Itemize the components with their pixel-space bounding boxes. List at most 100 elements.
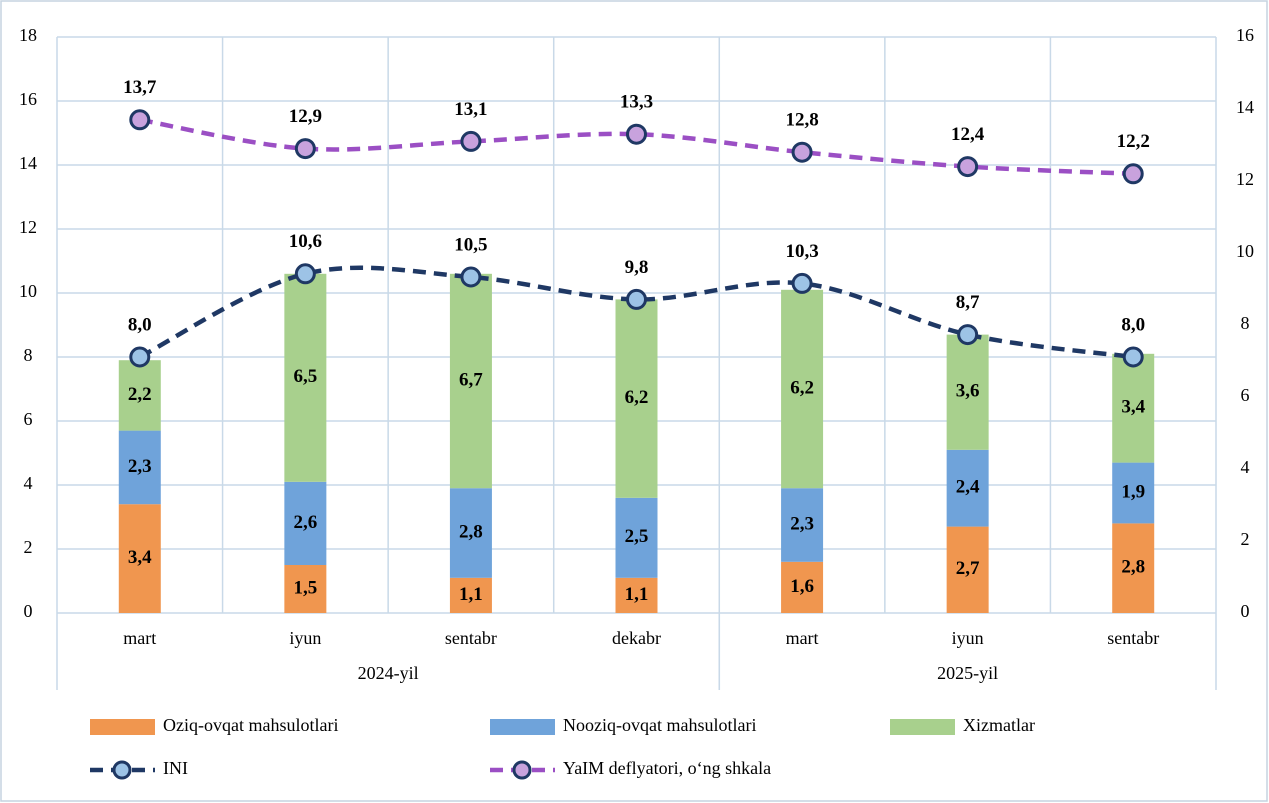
y-tick-label: 2: [24, 537, 33, 557]
bar-segment: [946, 334, 989, 450]
bar-label: 1,9: [1121, 481, 1145, 502]
y-tick-label: 0: [24, 601, 33, 621]
bar-label: 2,7: [956, 558, 980, 579]
line-marker: [460, 266, 482, 288]
line-marker: [129, 109, 151, 131]
line-marker: [294, 263, 316, 285]
line-label: 12,2: [1117, 131, 1150, 152]
y2-tick-label: 6: [1241, 385, 1250, 405]
group-label: 2024-yil: [358, 663, 419, 683]
line-marker: [957, 156, 979, 178]
bar-label: 6,5: [293, 366, 317, 387]
x-tick-label: iyun: [289, 628, 321, 648]
bar-label: 2,8: [1121, 557, 1145, 578]
line-label: 8,0: [128, 314, 152, 335]
bar-segment: [1112, 523, 1155, 613]
bar-label: 3,4: [1121, 397, 1145, 418]
line-label: 8,7: [956, 292, 980, 313]
bar-segment: [781, 561, 824, 613]
legend-label: YaIM deflyatori, o‘ng shkala: [563, 758, 771, 778]
y2-tick-label: 14: [1236, 97, 1254, 117]
line-marker: [460, 130, 482, 152]
bar-segment: [946, 449, 989, 527]
bar-segment: [284, 273, 327, 482]
bar-label: 3,6: [956, 381, 980, 402]
legend-label: INI: [163, 758, 188, 778]
y-tick-label: 18: [19, 25, 37, 45]
bar-label: 6,2: [790, 377, 814, 398]
bar-segment: [284, 565, 327, 613]
y2-tick-label: 2: [1241, 529, 1250, 549]
bar-segment: [946, 526, 989, 613]
y-tick-label: 8: [24, 345, 33, 365]
bar-segment: [1112, 353, 1155, 463]
bar-label: 2,8: [459, 521, 483, 542]
line-label: 8,0: [1121, 314, 1145, 335]
bar-segment: [449, 273, 492, 489]
bar-segment: [615, 299, 658, 498]
y-tick-label: 12: [19, 217, 37, 237]
x-tick-label: dekabr: [612, 628, 661, 648]
y-tick-label: 6: [24, 409, 33, 429]
bar-label: 2,4: [956, 477, 980, 498]
bar-segment: [449, 488, 492, 578]
line-label: 13,1: [454, 99, 487, 120]
bar-label: 1,6: [790, 576, 814, 597]
legend-swatch: [890, 719, 955, 735]
x-tick-label: mart: [786, 628, 819, 648]
line-marker: [957, 324, 979, 346]
line-label: 13,7: [123, 77, 157, 98]
legend-label: Nooziq-ovqat mahsulotlari: [563, 715, 756, 735]
line-marker: [626, 123, 647, 145]
bar-segment: [118, 504, 161, 613]
bar-segment: [615, 497, 658, 578]
bar-label: 2,2: [128, 384, 152, 405]
line-label: 12,8: [785, 110, 818, 131]
x-tick-label: mart: [123, 628, 156, 648]
y2-tick-label: 4: [1241, 457, 1250, 477]
line-marker: [791, 141, 813, 163]
bar-label: 1,5: [293, 577, 317, 598]
x-tick-label: sentabr: [445, 628, 497, 648]
legend-marker: [112, 760, 132, 780]
line-label: 13,3: [620, 92, 653, 113]
y-tick-label: 14: [19, 153, 37, 173]
y2-tick-label: 12: [1236, 169, 1254, 189]
line-label: 12,4: [951, 124, 985, 145]
y2-tick-label: 8: [1241, 313, 1250, 333]
legend-marker: [512, 760, 532, 780]
legend-label: Xizmatlar: [963, 715, 1035, 735]
line-label: 10,5: [454, 234, 487, 255]
y-tick-label: 16: [19, 89, 37, 109]
bar-label: 6,7: [459, 369, 483, 390]
line-label: 9,8: [625, 257, 649, 278]
bar-segment: [284, 481, 327, 565]
line-marker: [294, 138, 316, 160]
legend-swatch: [90, 719, 155, 735]
line-marker: [1122, 346, 1144, 368]
bar-label: 3,4: [128, 547, 152, 568]
x-tick-label: iyun: [952, 628, 984, 648]
y-tick-label: 4: [24, 473, 33, 493]
bar-label: 6,2: [625, 387, 649, 408]
line-marker: [626, 288, 647, 310]
bar-label: 1,1: [459, 584, 483, 605]
line-marker: [791, 272, 813, 294]
group-label: 2025-yil: [937, 663, 998, 683]
line-marker: [1122, 163, 1144, 185]
line-label: 10,6: [289, 231, 322, 252]
bar-segment: [1112, 462, 1155, 524]
legend-label: Oziq-ovqat mahsulotlari: [163, 715, 338, 735]
bar-segment: [781, 289, 824, 489]
bar-label: 2,3: [790, 513, 814, 534]
bar-label: 2,6: [293, 512, 317, 533]
bar-segment: [118, 430, 161, 505]
y-tick-label: 10: [19, 281, 37, 301]
bar-segment: [615, 577, 658, 613]
bar-segment: [781, 488, 824, 562]
y2-tick-label: 16: [1236, 25, 1254, 45]
bar-label: 1,1: [625, 584, 649, 605]
bar-segment: [449, 577, 492, 613]
y2-tick-label: 0: [1241, 601, 1250, 621]
